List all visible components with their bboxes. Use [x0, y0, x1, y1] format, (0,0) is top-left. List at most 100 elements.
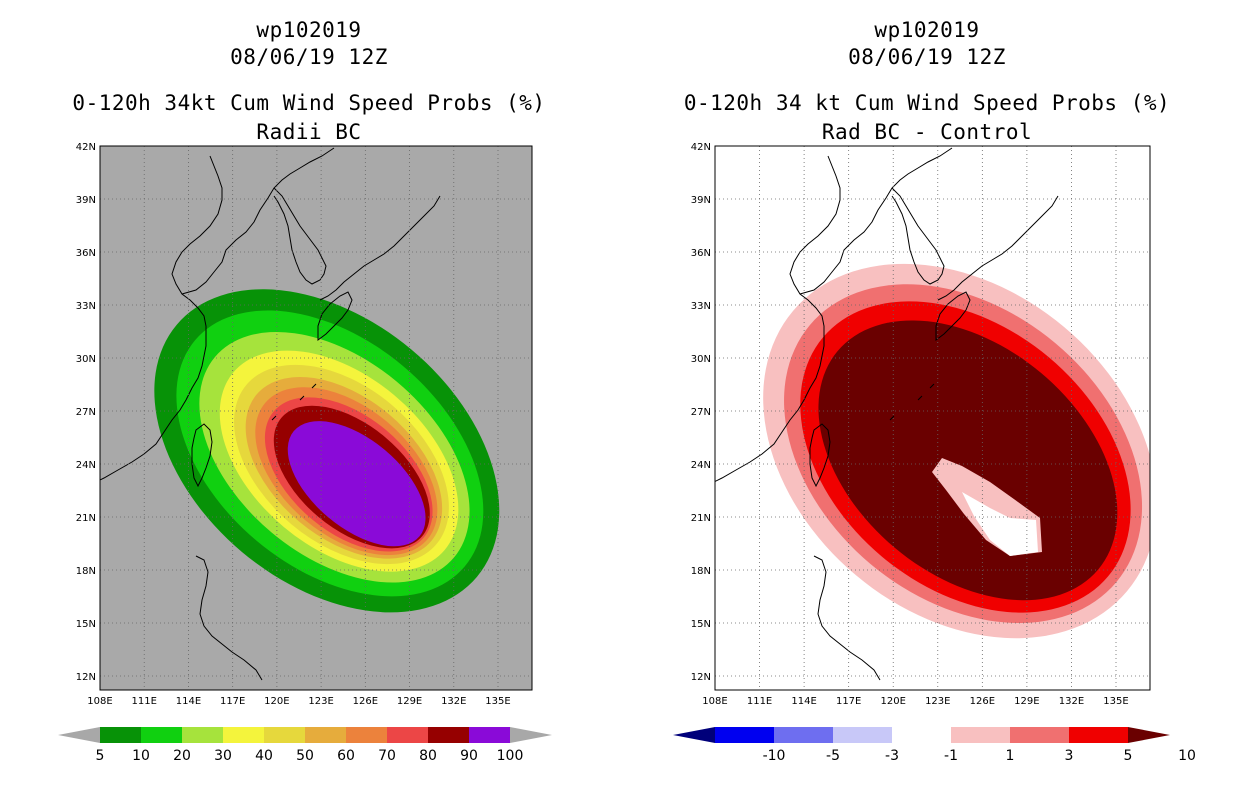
- lon-label: 111E: [132, 696, 157, 707]
- datetime: 08/06/19 12Z: [848, 45, 1006, 69]
- colorbar-high-arrow: [510, 727, 552, 743]
- colorbar-label: -5: [826, 748, 840, 764]
- lon-label: 117E: [220, 696, 245, 707]
- lon-label: 114E: [791, 696, 816, 707]
- colorbar-label: 3: [1065, 748, 1074, 764]
- lon-label: 126E: [353, 696, 378, 707]
- lat-label: 30N: [691, 354, 711, 365]
- colorbar-label: 70: [378, 748, 396, 764]
- lat-label: 18N: [691, 566, 711, 577]
- colorbar-label: 40: [255, 748, 273, 764]
- colorbar-box: [469, 727, 510, 743]
- panel-rad-bc-minus-control: wp102019 08/06/19 12Z 0-120h 34 kt Cum W…: [618, 0, 1236, 800]
- colorbar: 5 10 20 30 40 50 60 70 80 90 100: [58, 727, 552, 764]
- lat-label: 33N: [76, 301, 96, 312]
- contour-90pct: [287, 421, 426, 547]
- colorbar-label: -10: [763, 748, 786, 764]
- panel-radii-bc: wp102019 08/06/19 12Z 0-120h 34kt Cum Wi…: [58, 18, 552, 764]
- colorbar-label: 5: [1124, 748, 1133, 764]
- colorbar-box: [305, 727, 346, 743]
- lon-labels: 108E 111E 114E 117E 120E 123E 126E 129E 132E 135E: [87, 696, 510, 707]
- lat-label: 30N: [76, 354, 96, 365]
- lat-labels: 42N 39N 36N 33N 30N 27N 24N 21N 18N 15N 12N: [76, 142, 96, 683]
- map-frame: [714, 145, 1151, 691]
- plot-subtitle: Radii BC: [256, 120, 362, 144]
- lat-label: 12N: [691, 672, 711, 683]
- lon-label: 132E: [441, 696, 466, 707]
- colorbar-label: 20: [173, 748, 191, 764]
- lon-label: 129E: [1014, 696, 1039, 707]
- lat-label: 33N: [691, 301, 711, 312]
- colorbar: -10 -5 -3 -1 1 3 5 10: [673, 727, 1196, 764]
- colorbar-box: [1069, 727, 1128, 743]
- lon-label: 123E: [925, 696, 950, 707]
- plot-subtitle: Rad BC - Control: [821, 120, 1033, 144]
- colorbar-low-arrow: [58, 727, 100, 743]
- lat-labels: 42N 39N 36N 33N 30N 27N 24N 21N 18N 15N 12N: [691, 142, 711, 683]
- colorbar-label: 10: [132, 748, 150, 764]
- colorbar-box: [346, 727, 387, 743]
- lon-labels: 108E 111E 114E 117E 120E 123E 126E 129E 132E 135E: [702, 696, 1128, 707]
- lat-label: 21N: [76, 513, 96, 524]
- contour-diff-inner-0: [962, 492, 1038, 556]
- colorbar-label: 80: [419, 748, 437, 764]
- colorbar-low-arrow: [673, 727, 715, 743]
- colorbar-label: 60: [337, 748, 355, 764]
- lat-label: 12N: [76, 672, 96, 683]
- lat-label: 18N: [76, 566, 96, 577]
- plot-title: 0-120h 34 kt Cum Wind Speed Probs (%): [683, 91, 1171, 115]
- colorbar-label: 1: [1006, 748, 1015, 764]
- lat-label: 24N: [691, 460, 711, 471]
- lon-label: 117E: [836, 696, 861, 707]
- colorbar-box: [264, 727, 305, 743]
- lat-label: 36N: [691, 248, 711, 259]
- lon-label: 114E: [176, 696, 201, 707]
- lon-label: 126E: [970, 696, 995, 707]
- lat-label: 42N: [691, 142, 711, 153]
- lon-label: 120E: [881, 696, 906, 707]
- lat-label: 15N: [76, 619, 96, 630]
- lat-label: 27N: [76, 407, 96, 418]
- gridlines: [715, 146, 1150, 690]
- colorbar-box: [223, 727, 264, 743]
- lon-label: 111E: [747, 696, 772, 707]
- lat-label: 15N: [691, 619, 711, 630]
- lon-label: 135E: [1103, 696, 1128, 707]
- colorbar-label: 90: [460, 748, 478, 764]
- colorbar-box: [892, 727, 951, 743]
- colorbar-label: 30: [214, 748, 232, 764]
- colorbar-box: [428, 727, 469, 743]
- colorbar-box: [774, 727, 833, 743]
- lon-label: 108E: [702, 696, 727, 707]
- lat-label: 39N: [691, 195, 711, 206]
- colorbar-box: [1010, 727, 1069, 743]
- colorbar-box: [715, 727, 774, 743]
- colorbar-label: -3: [885, 748, 899, 764]
- plot-title: 0-120h 34kt Cum Wind Speed Probs (%): [72, 91, 546, 115]
- colorbar-label: 10: [1178, 748, 1196, 764]
- lon-label: 129E: [397, 696, 422, 707]
- colorbar-label: 5: [96, 748, 105, 764]
- colorbar-label: 50: [296, 748, 314, 764]
- lat-label: 36N: [76, 248, 96, 259]
- datetime: 08/06/19 12Z: [230, 45, 388, 69]
- lat-label: 21N: [691, 513, 711, 524]
- colorbar-label: -1: [944, 748, 958, 764]
- lon-label: 120E: [264, 696, 289, 707]
- gridlines: [100, 146, 532, 690]
- storm-id: wp102019: [256, 18, 362, 42]
- colorbar-box: [833, 727, 892, 743]
- colorbar-box: [182, 727, 223, 743]
- colorbar-box: [141, 727, 182, 743]
- lat-label: 42N: [76, 142, 96, 153]
- lon-label: 132E: [1059, 696, 1084, 707]
- colorbar-box: [100, 727, 141, 743]
- lat-label: 24N: [76, 460, 96, 471]
- lon-label: 108E: [87, 696, 112, 707]
- storm-id: wp102019: [874, 18, 980, 42]
- lon-label: 135E: [485, 696, 510, 707]
- difference-contours: [715, 146, 1150, 690]
- probability-contours: [100, 146, 532, 690]
